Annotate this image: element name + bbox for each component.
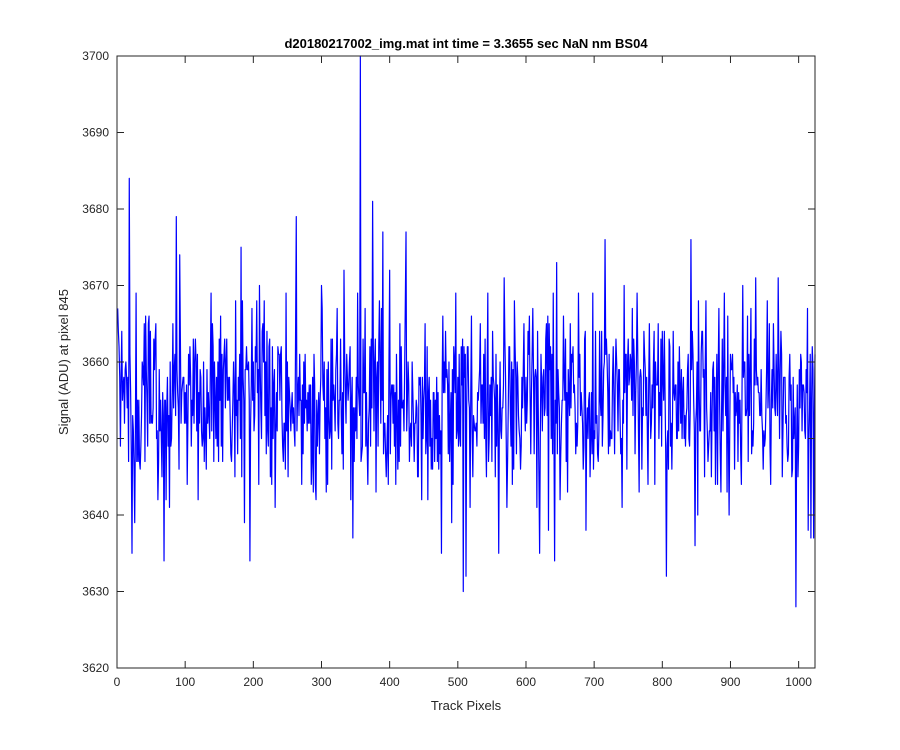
y-tick-label: 3650 [82,432,109,446]
y-tick-label: 3700 [82,49,109,63]
axes-box [116,55,816,669]
series-layer [117,55,816,608]
x-tick-label: 500 [448,675,468,689]
y-tick-label: 3640 [82,508,109,522]
x-tick-label: 0 [114,675,121,689]
y-tick-label: 3630 [82,585,109,599]
y-tick-label: 3620 [82,661,109,675]
x-tick-label: 900 [720,675,740,689]
x-tick-label: 300 [311,675,331,689]
x-tick-label: 200 [243,675,263,689]
x-tick-label: 1000 [785,675,812,689]
ticks-layer: 0 100 200 300 400 500 600 700 800 900 1000 3620 3630… [82,49,815,689]
y-tick-label: 3660 [82,355,109,369]
x-tick-label: 100 [175,675,195,689]
x-tick-label: 800 [652,675,672,689]
chart-title: d20180217002_img.mat int time = 3.3655 s… [284,36,648,51]
y-tick-label: 3670 [82,279,109,293]
y-tick-label: 3680 [82,202,109,216]
y-tick-label: 3690 [82,126,109,140]
signal-series-line [117,55,816,608]
x-tick-label: 600 [516,675,536,689]
x-tick-label: 700 [584,675,604,689]
x-axis-label: Track Pixels [431,698,502,713]
y-axis-label: Signal (ADU) at pixel 845 [56,289,71,435]
x-tick-label: 400 [380,675,400,689]
